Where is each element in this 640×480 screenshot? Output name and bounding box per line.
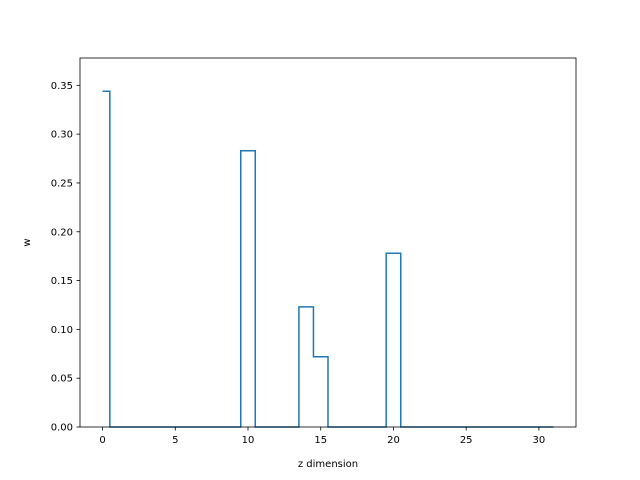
y-axis-ticks: 0.00 0.05 0.10 0.15 0.20 0.25 0.30 0.35 [51,81,80,434]
x-tick-label: 30 [533,435,546,446]
y-tick-label: 0.15 [51,276,73,287]
x-tick-label: 10 [242,435,255,446]
x-tick-label: 25 [460,435,473,446]
y-axis-label: w [22,238,33,246]
x-tick-label: 15 [314,435,327,446]
x-tick-label: 0 [99,435,105,446]
x-axis-label: z dimension [298,459,358,470]
y-tick-label: 0.05 [51,374,73,385]
axes-frame [79,57,577,428]
y-tick-label: 0.00 [51,423,73,434]
x-tick-label: 20 [387,435,400,446]
y-tick-label: 0.30 [51,130,73,141]
x-tick-label: 5 [172,435,178,446]
y-tick-label: 0.25 [51,178,73,189]
x-axis-ticks: 0 5 10 15 20 25 30 [99,427,545,446]
y-tick-label: 0.35 [51,81,73,92]
y-tick-label: 0.10 [51,325,73,336]
y-tick-label: 0.20 [51,227,73,238]
